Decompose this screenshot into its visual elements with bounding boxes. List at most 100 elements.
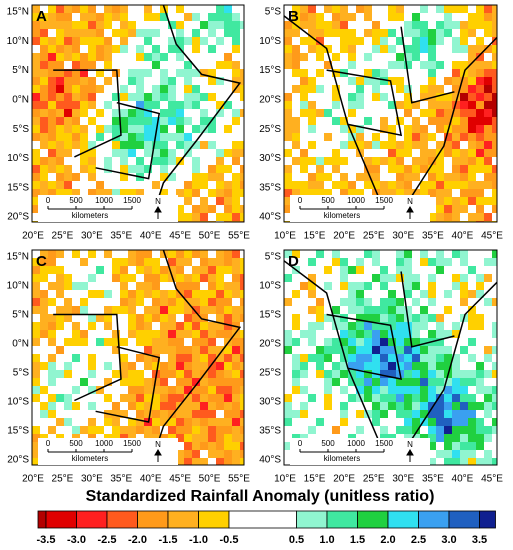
anomaly-cell	[192, 378, 200, 386]
anomaly-cell	[72, 386, 80, 394]
anomaly-cell	[356, 258, 364, 266]
anomaly-cell	[144, 53, 152, 61]
anomaly-cell	[128, 141, 136, 149]
anomaly-cell	[80, 157, 88, 165]
anomaly-cell	[184, 314, 192, 322]
lon-label: 35°E	[110, 474, 132, 485]
anomaly-cell	[192, 386, 200, 394]
anomaly-cell	[216, 165, 224, 173]
anomaly-cell	[356, 250, 364, 258]
anomaly-cell	[144, 149, 152, 157]
scale-tick-label: 0	[298, 196, 303, 205]
anomaly-cell	[364, 45, 372, 53]
colorbar-box	[167, 510, 199, 529]
anomaly-cell	[144, 133, 152, 141]
anomaly-cell	[324, 77, 332, 85]
anomaly-cell	[184, 306, 192, 314]
anomaly-cell	[136, 61, 144, 69]
anomaly-cell	[240, 181, 244, 189]
anomaly-cell	[292, 306, 300, 314]
anomaly-cell	[48, 282, 56, 290]
anomaly-cell	[316, 266, 324, 274]
anomaly-cell	[340, 157, 348, 165]
anomaly-cell	[240, 442, 244, 450]
anomaly-cell	[136, 125, 144, 133]
anomaly-cell	[380, 330, 388, 338]
anomaly-cell	[412, 322, 420, 330]
anomaly-cell	[284, 370, 292, 378]
anomaly-cell	[308, 53, 316, 61]
anomaly-cell	[412, 45, 420, 53]
anomaly-cell	[224, 298, 232, 306]
anomaly-cell	[388, 282, 396, 290]
anomaly-cell	[308, 418, 316, 426]
anomaly-cell	[48, 189, 56, 197]
anomaly-cell	[332, 93, 340, 101]
anomaly-cell	[104, 157, 112, 165]
anomaly-cell	[96, 426, 104, 434]
anomaly-cell	[380, 258, 388, 266]
anomaly-cell	[340, 330, 348, 338]
anomaly-cell	[192, 85, 200, 93]
anomaly-cell	[48, 13, 56, 21]
scale-tick-label: 1000	[95, 439, 113, 448]
anomaly-cell	[48, 258, 56, 266]
anomaly-cell	[356, 306, 364, 314]
anomaly-cell	[300, 258, 308, 266]
anomaly-cell	[88, 165, 96, 173]
anomaly-cell	[468, 181, 476, 189]
anomaly-cell	[324, 13, 332, 21]
anomaly-cell	[120, 149, 128, 157]
anomaly-cell	[452, 290, 460, 298]
anomaly-cell	[192, 109, 200, 117]
anomaly-cell	[492, 61, 497, 69]
anomaly-cell	[176, 450, 184, 458]
anomaly-cell	[420, 29, 428, 37]
anomaly-cell	[152, 418, 160, 426]
anomaly-cell	[144, 21, 152, 29]
anomaly-cell	[468, 37, 476, 45]
anomaly-cell	[216, 181, 224, 189]
anomaly-cell	[80, 141, 88, 149]
anomaly-cell	[372, 394, 380, 402]
anomaly-cell	[64, 157, 72, 165]
anomaly-cell	[444, 442, 452, 450]
anomaly-cell	[372, 322, 380, 330]
anomaly-cell	[160, 13, 168, 21]
anomaly-cell	[88, 386, 96, 394]
anomaly-cell	[492, 77, 497, 85]
anomaly-cell	[388, 165, 396, 173]
anomaly-cell	[240, 330, 244, 338]
lat-label: 20°S	[7, 455, 29, 466]
anomaly-cell	[136, 354, 144, 362]
anomaly-cell	[176, 93, 184, 101]
anomaly-cell	[316, 117, 324, 125]
anomaly-cell	[104, 109, 112, 117]
anomaly-cell	[492, 205, 497, 213]
anomaly-cell	[88, 61, 96, 69]
anomaly-cell	[420, 61, 428, 69]
anomaly-cell	[144, 354, 152, 362]
anomaly-cell	[176, 322, 184, 330]
anomaly-cell	[356, 266, 364, 274]
anomaly-cell	[168, 250, 176, 258]
anomaly-cell	[32, 101, 40, 109]
anomaly-cell	[300, 250, 308, 258]
anomaly-cell	[240, 205, 244, 213]
anomaly-cell	[284, 386, 292, 394]
anomaly-cell	[428, 346, 436, 354]
anomaly-cell	[192, 338, 200, 346]
anomaly-cell	[32, 69, 40, 77]
anomaly-cell	[388, 346, 396, 354]
anomaly-cell	[444, 149, 452, 157]
anomaly-cell	[396, 402, 404, 410]
anomaly-cell	[420, 290, 428, 298]
anomaly-cell	[460, 442, 468, 450]
anomaly-cell	[412, 61, 420, 69]
anomaly-cell	[184, 141, 192, 149]
anomaly-cell	[232, 125, 240, 133]
anomaly-cell	[200, 85, 208, 93]
anomaly-cell	[48, 402, 56, 410]
lat-label: 35°S	[259, 182, 281, 193]
anomaly-cell	[444, 157, 452, 165]
